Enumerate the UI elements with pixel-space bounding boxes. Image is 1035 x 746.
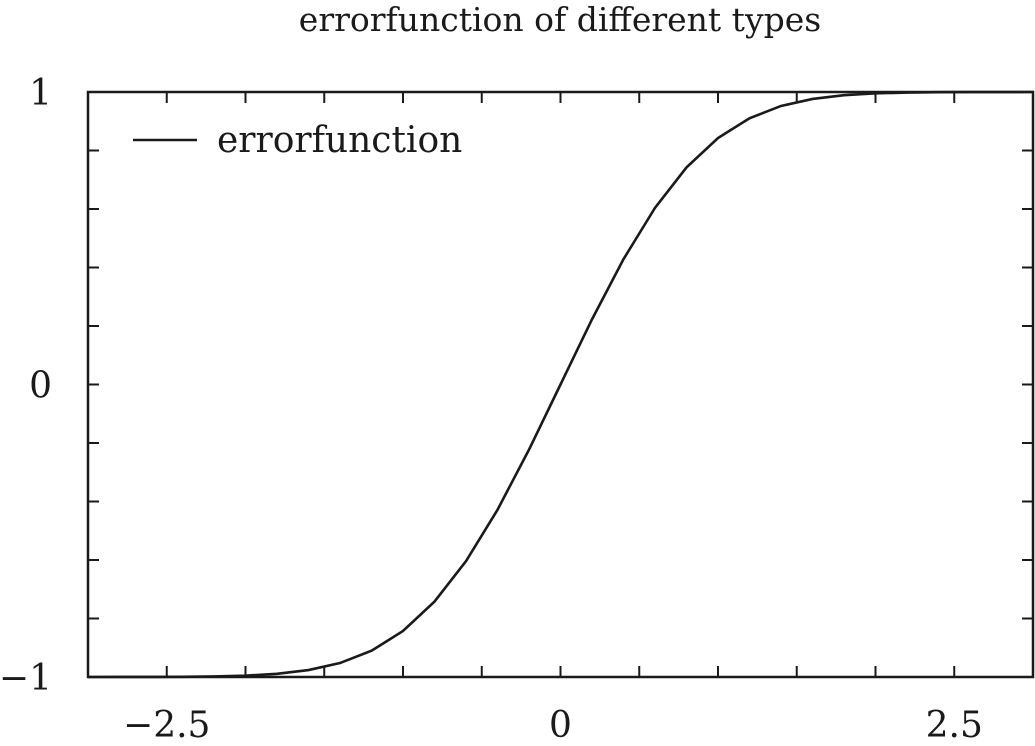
x-tick-label: −2.5	[123, 705, 210, 746]
y-tick-label: −1	[0, 658, 52, 699]
plot-frame	[86, 90, 1035, 679]
series-line-errorfunction	[87, 90, 1034, 679]
y-tick-label: 1	[29, 73, 52, 114]
x-tick-label: 2.5	[926, 705, 983, 746]
chart-title: errorfunction of different types	[299, 0, 821, 39]
x-tick-label: 0	[549, 705, 572, 746]
y-tick-label: 0	[29, 366, 52, 407]
legend: errorfunction	[133, 120, 462, 161]
tick-labels: −2.5 0 2.5 −1 0 1	[0, 73, 983, 746]
legend-label: errorfunction	[217, 120, 462, 161]
